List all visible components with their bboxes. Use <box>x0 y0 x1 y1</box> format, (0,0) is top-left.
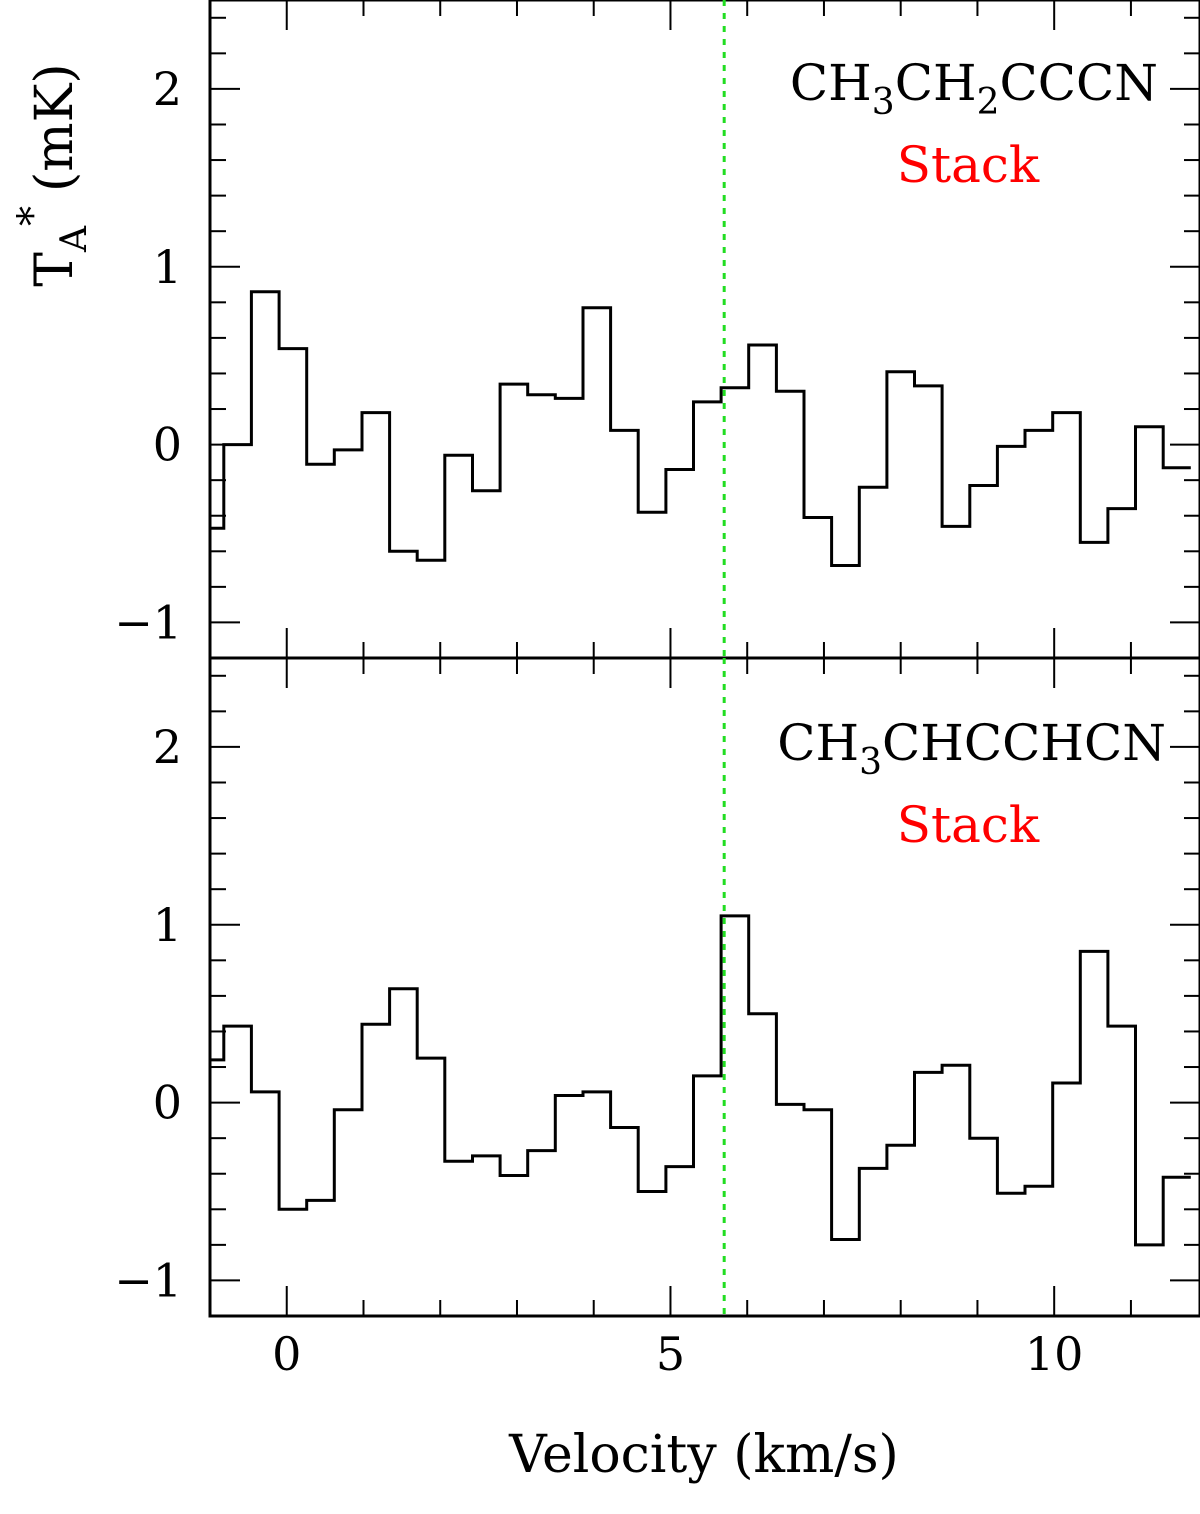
y-tick-label: 2 <box>153 62 182 116</box>
y-tick-label: −1 <box>114 1253 182 1307</box>
top-spectrum-line <box>210 290 1191 567</box>
bottom-spectrum-line <box>210 914 1191 1247</box>
x-tick-label: 0 <box>272 1327 301 1381</box>
y-axis-title-subscript: A <box>54 225 95 253</box>
bottom-molecule-label: CH3CHCCHCN <box>777 714 1166 783</box>
svg-text:TA*(mK): TA* (mK) <box>10 63 95 286</box>
y-tick-label: 1 <box>153 240 182 294</box>
x-tick-labels: 0 5 10 <box>272 1327 1083 1381</box>
y-tick-label: 1 <box>153 898 182 952</box>
y-tick-label: 2 <box>153 720 182 774</box>
bottom-stack-label: Stack <box>897 796 1040 854</box>
top-stack-label: Stack <box>897 136 1040 194</box>
top-y-tick-labels: −1 0 1 2 <box>114 62 182 650</box>
bottom-panel-ticks <box>209 658 1200 1316</box>
x-tick-label: 5 <box>656 1327 685 1381</box>
x-tick-label: 10 <box>1025 1327 1084 1381</box>
y-axis-title-unit: (mK) <box>25 63 85 192</box>
y-axis-title-symbol: T <box>25 252 85 287</box>
y-axis-title-superscript: * <box>10 206 56 226</box>
top-spectrum-panel: −1 0 1 2 CH3CH2CCCN Stack <box>114 0 1200 660</box>
y-axis-title: TA* (mK) <box>10 63 95 286</box>
x-axis-title: Velocity (km/s) <box>508 1425 899 1485</box>
top-molecule-label: CH3CH2CCCN <box>790 54 1158 123</box>
y-tick-label: −1 <box>114 595 182 649</box>
y-tick-label: 0 <box>153 1076 182 1130</box>
bottom-spectrum-panel: −1 0 1 2 0 5 10 CH3CHCCHCN Stack <box>114 656 1200 1381</box>
bottom-y-tick-labels: −1 0 1 2 <box>114 720 182 1308</box>
y-tick-label: 0 <box>153 418 182 472</box>
top-panel-ticks <box>209 0 1200 658</box>
bottom-panel-frame <box>208 656 1200 1318</box>
